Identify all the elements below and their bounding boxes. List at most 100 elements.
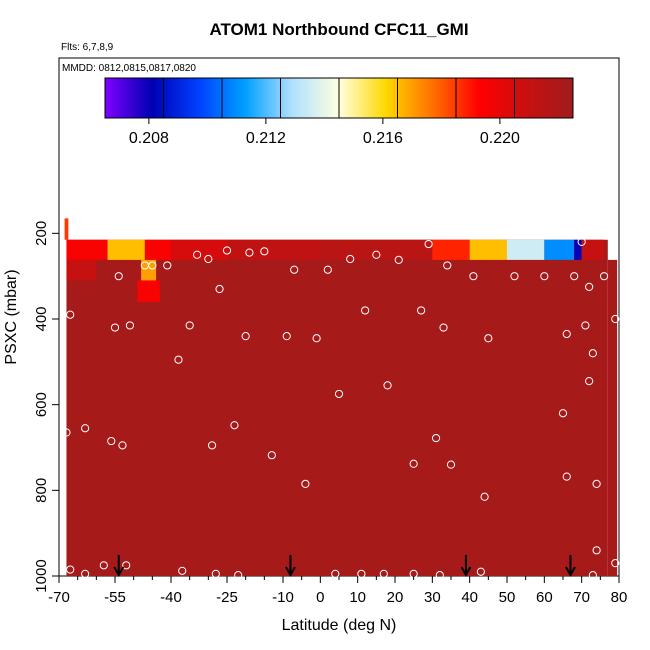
heatmap-cell [507, 239, 545, 260]
data-point [379, 569, 388, 578]
data-point [394, 255, 403, 264]
heatmap-cell [544, 239, 575, 260]
heatmap-cell [144, 239, 171, 260]
data-point [476, 567, 485, 576]
data-point [577, 237, 586, 246]
data-point [540, 272, 549, 281]
heatmap-cell [137, 280, 160, 302]
colorbar [104, 77, 574, 119]
data-point [562, 472, 571, 481]
data-point [99, 561, 108, 570]
data-point [585, 377, 594, 386]
data-point [417, 306, 426, 315]
data-point [267, 451, 276, 460]
data-point [592, 479, 601, 489]
data-point [66, 310, 75, 319]
data-point [361, 306, 370, 315]
data-point [510, 272, 519, 281]
x-tick-label: -55 [104, 589, 126, 606]
data-point [110, 323, 120, 332]
data-point [439, 323, 448, 332]
data-point [431, 433, 441, 443]
data-point [245, 248, 254, 257]
flight-arrow-head [460, 566, 472, 578]
heatmap-cell [66, 239, 108, 260]
data-point [66, 565, 75, 574]
heatmap-cell [64, 218, 69, 240]
data-point [204, 254, 213, 264]
y-tick-label: 200 [33, 221, 50, 246]
data-point [260, 247, 269, 256]
colorbar-tick-label: 0.220 [480, 130, 520, 147]
x-tick-label: 40 [461, 589, 478, 606]
data-point [446, 460, 456, 469]
x-axis-label: Latitude (deg N) [282, 617, 397, 634]
data-point [372, 250, 381, 259]
data-point [290, 265, 299, 274]
y-tick-label: 1000 [33, 559, 50, 592]
data-point [185, 321, 194, 330]
data-point [435, 571, 444, 580]
heatmap-cells [64, 218, 618, 576]
heatmap-cell [66, 259, 97, 281]
data-point [484, 334, 493, 343]
heatmap-cell [469, 239, 507, 260]
heatmap-cell [432, 239, 470, 260]
flight-arrow-head [285, 566, 296, 578]
data-point [107, 436, 116, 446]
data-point [588, 349, 597, 358]
heatmap-cell [107, 239, 145, 260]
colorbar-tick-label: 0.212 [246, 130, 286, 147]
data-point [585, 282, 594, 291]
data-point [81, 569, 90, 578]
data-point [592, 546, 601, 555]
colorbar-ticks: 0.208 0.212 0.216 0.220 [129, 118, 520, 147]
data-point [611, 314, 620, 324]
y-tick-label: 600 [33, 392, 50, 417]
y-tick-label: 800 [33, 478, 50, 503]
x-tick-label: 50 [499, 589, 516, 606]
data-point [443, 261, 452, 270]
heatmap-cell [574, 239, 582, 260]
data-point [323, 265, 332, 274]
flight-arrow-head [113, 566, 125, 578]
heatmap-cell [320, 239, 433, 260]
data-point [611, 559, 620, 568]
heatmap-cell [607, 259, 618, 576]
x-tick-label: 0 [316, 589, 324, 606]
chart-title: ATOM1 Northbound CFC11_GMI [209, 20, 468, 39]
data-point [469, 272, 478, 281]
data-point [114, 272, 123, 281]
data-point [480, 492, 489, 501]
x-tick-label: -40 [160, 589, 182, 606]
y-axis-label: PSXC (mbar) [3, 269, 20, 364]
x-tick-label: 20 [387, 589, 404, 606]
data-point [118, 441, 127, 450]
data-point [222, 246, 232, 255]
data-point [424, 239, 433, 249]
data-point [331, 569, 340, 578]
heatmap-cell [171, 239, 227, 260]
observation-points [62, 237, 620, 580]
data-point [282, 332, 291, 341]
heatmap-cell [141, 259, 157, 281]
x-tick-label: 10 [349, 589, 366, 606]
data-point [346, 254, 355, 264]
data-point [178, 566, 187, 575]
data-point [558, 409, 568, 418]
data-point [383, 381, 392, 390]
data-point [357, 569, 366, 578]
data-point [81, 424, 90, 433]
y-axis: 200 400 600 800 1000 [33, 221, 59, 593]
x-tick-label: 80 [611, 589, 628, 606]
data-point [312, 334, 321, 343]
data-point [570, 272, 579, 281]
colorbar-tick-label: 0.208 [129, 130, 169, 147]
x-tick-label: 30 [424, 589, 441, 606]
data-point [211, 569, 220, 578]
x-tick-label: -10 [272, 589, 294, 606]
x-axis: -70 -55 -40 -25 -10 0 10 20 30 40 50 60 70 80 [48, 576, 627, 606]
x-tick-label: 60 [536, 589, 553, 606]
dates-label: MMDD: 0812,0815,0817,0820 [62, 63, 196, 74]
